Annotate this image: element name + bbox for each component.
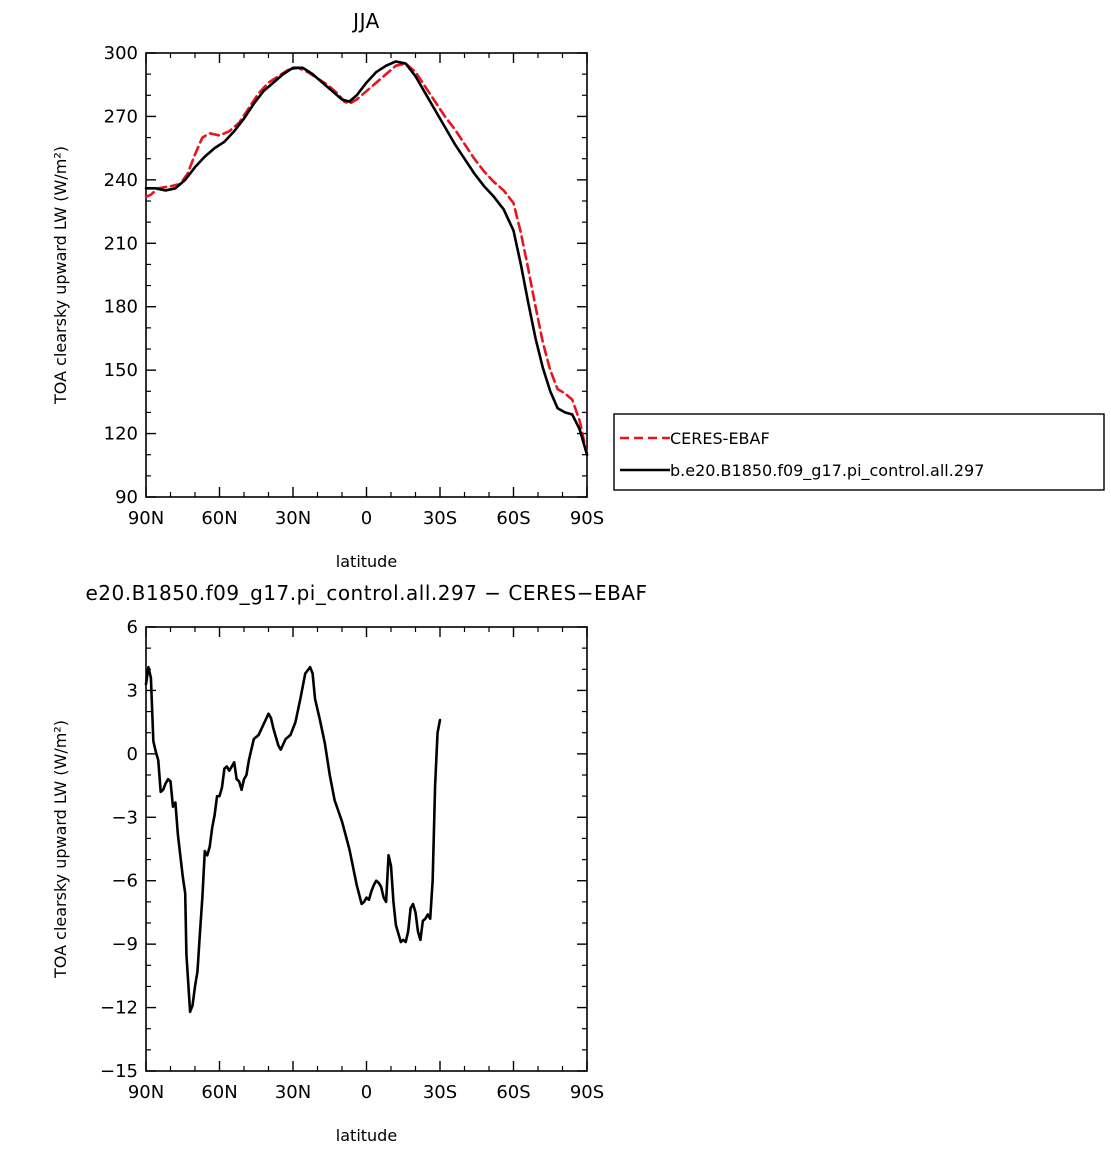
plot-frame bbox=[145, 52, 588, 498]
x-tick-label: 60S bbox=[496, 508, 530, 529]
x-tick-label: 90N bbox=[128, 1082, 164, 1103]
y-tick-label: −3 bbox=[111, 807, 138, 828]
panel-top: JJA TOA clearsky upward LW (W/m²) latitu… bbox=[51, 9, 1105, 571]
legend-entry-ceres: CERES-EBAF bbox=[670, 429, 770, 448]
panel-top-y-axis-label: TOA clearsky upward LW (W/m²) bbox=[51, 146, 70, 405]
y-tick-label: −15 bbox=[100, 1061, 138, 1082]
y-tick-label: 240 bbox=[104, 170, 138, 191]
x-tick-label: 30S bbox=[423, 1082, 457, 1103]
x-tick-label: 30S bbox=[423, 508, 457, 529]
legend: CERES-EBAF b.e20.B1850.f09_g17.pi_contro… bbox=[613, 413, 1105, 491]
plot-frame bbox=[145, 626, 588, 1072]
x-tick-label: 90S bbox=[570, 508, 604, 529]
x-tick-label: 60N bbox=[201, 508, 237, 529]
y-tick-label: 300 bbox=[104, 43, 138, 64]
y-tick-label: 3 bbox=[127, 680, 138, 701]
panel-bottom-x-axis-label: latitude bbox=[336, 1126, 397, 1145]
x-tick-label: 0 bbox=[361, 1082, 372, 1103]
series-line-0-0 bbox=[144, 62, 589, 457]
y-tick-label: −9 bbox=[111, 934, 138, 955]
legend-entry-model: b.e20.B1850.f09_g17.pi_control.all.297 bbox=[670, 461, 984, 481]
panel-top-marks: 90 120 150 180 210 240 270 300 90N 60N 30N 0 30S 60S 9… bbox=[104, 43, 605, 529]
x-tick-label: 30N bbox=[275, 508, 311, 529]
series-line-0-1 bbox=[144, 60, 589, 457]
panel-bottom: e20.B1850.f09_g17.pi_control.all.297 − C… bbox=[51, 581, 647, 1145]
legend-box bbox=[613, 413, 1105, 491]
y-tick-label: −12 bbox=[100, 998, 138, 1019]
x-tick-label: 60N bbox=[201, 1082, 237, 1103]
y-tick-label: 0 bbox=[127, 744, 138, 765]
x-tick-label: 90S bbox=[570, 1082, 604, 1103]
panel-bottom-marks: −15 −12 −9 −6 −3 0 3 6 90N 60N 30N 0 30S 60S 90S bbox=[100, 617, 604, 1103]
panel-bottom-title: e20.B1850.f09_g17.pi_control.all.297 − C… bbox=[85, 581, 647, 605]
x-tick-label: 30N bbox=[275, 1082, 311, 1103]
y-tick-label: 210 bbox=[104, 233, 138, 254]
x-tick-label: 0 bbox=[361, 508, 372, 529]
x-tick-label: 60S bbox=[496, 1082, 530, 1103]
panel-top-x-axis-label: latitude bbox=[336, 552, 397, 571]
panel-top-title: JJA bbox=[351, 9, 380, 33]
y-tick-label: 90 bbox=[115, 487, 138, 508]
y-tick-label: 120 bbox=[104, 424, 138, 445]
y-tick-label: 180 bbox=[104, 297, 138, 318]
panel-bottom-y-axis-label: TOA clearsky upward LW (W/m²) bbox=[51, 720, 70, 979]
y-tick-label: 270 bbox=[104, 106, 138, 127]
series-line-1-0 bbox=[144, 665, 442, 1014]
y-tick-label: 6 bbox=[127, 617, 138, 638]
x-tick-label: 90N bbox=[128, 508, 164, 529]
y-tick-label: 150 bbox=[104, 360, 138, 381]
y-tick-label: −6 bbox=[111, 871, 138, 892]
